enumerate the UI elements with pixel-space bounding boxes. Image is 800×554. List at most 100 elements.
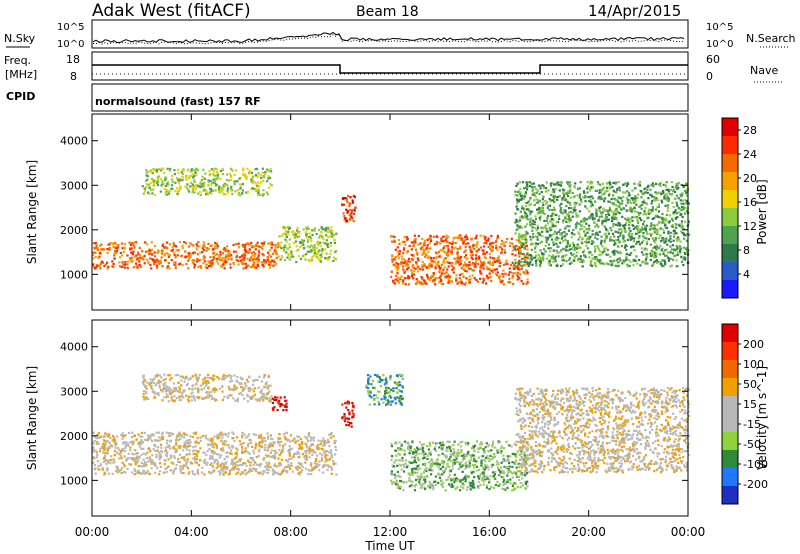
echo-cell <box>446 268 449 271</box>
echo-cell <box>256 181 260 184</box>
echo-cell <box>574 182 577 185</box>
echo-cell <box>201 397 204 400</box>
echo-cell <box>205 384 208 387</box>
echo-cell <box>687 233 691 236</box>
echo-cell <box>632 240 635 243</box>
echo-cell <box>249 461 252 464</box>
echo-cell <box>149 257 152 260</box>
echo-cell <box>510 271 513 274</box>
echo-cell <box>160 436 163 439</box>
echo-cell <box>317 439 320 442</box>
echo-cell <box>220 265 224 268</box>
echo-cell <box>205 193 208 196</box>
echo-cell <box>186 186 189 189</box>
echo-cell <box>310 240 313 243</box>
echo-cell <box>264 386 267 389</box>
echo-cell <box>525 230 528 233</box>
echo-cell <box>403 246 406 250</box>
echo-cell <box>397 267 400 270</box>
echo-cell <box>645 240 649 243</box>
echo-cell <box>430 239 433 242</box>
echo-cell <box>129 441 132 444</box>
echo-cell <box>257 191 260 194</box>
echo-cell <box>493 257 496 260</box>
echo-cell <box>640 218 643 222</box>
echo-cell <box>190 392 193 395</box>
echo-cell <box>242 167 245 170</box>
echo-cell <box>183 464 186 467</box>
echo-cell <box>305 232 308 236</box>
echo-cell <box>144 461 147 464</box>
echo-cell <box>136 264 139 267</box>
echo-cell <box>230 189 233 192</box>
echo-cell <box>252 383 255 386</box>
echo-cell <box>510 264 513 267</box>
echo-cell <box>490 244 493 247</box>
echo-cell <box>194 264 197 267</box>
echo-cell <box>114 441 117 444</box>
echo-cell <box>107 265 110 268</box>
echo-cell <box>254 443 257 446</box>
echo-cell <box>125 441 128 444</box>
echo-cell <box>491 262 494 266</box>
echo-cell <box>661 216 664 219</box>
echo-cell <box>111 260 114 263</box>
echo-cell <box>199 384 202 387</box>
echo-cell <box>523 254 526 257</box>
echo-cell <box>221 398 224 401</box>
echo-cell <box>286 233 289 236</box>
echo-cell <box>557 245 560 248</box>
echo-cell <box>526 186 529 189</box>
echo-cell <box>107 472 110 475</box>
echo-cell <box>250 178 253 181</box>
echo-cell <box>196 245 199 248</box>
echo-cell <box>536 227 540 230</box>
echo-cell <box>498 259 501 262</box>
echo-cell <box>669 251 672 254</box>
echo-cell <box>469 248 472 251</box>
echo-cell <box>95 244 98 247</box>
echo-cell <box>92 254 95 257</box>
echo-cell <box>255 266 258 269</box>
echo-cell <box>629 236 632 239</box>
echo-cell <box>351 217 354 220</box>
echo-cell <box>166 265 170 268</box>
echo-cell <box>176 178 179 181</box>
echo-cell <box>251 175 254 178</box>
echo-cell <box>343 218 346 221</box>
echo-cell <box>269 255 273 258</box>
echo-cell <box>257 188 260 191</box>
echo-cell <box>230 462 233 465</box>
echo-cell <box>271 259 274 262</box>
echo-cell <box>232 397 235 400</box>
echo-cell <box>245 175 248 178</box>
echo-cell <box>653 224 656 227</box>
echo-cell <box>179 468 182 471</box>
echo-cell <box>639 264 642 267</box>
echo-cell <box>236 464 239 467</box>
echo-cell <box>130 258 133 261</box>
echo-cell <box>287 254 290 257</box>
echo-cell <box>439 267 442 270</box>
echo-cell <box>264 382 267 385</box>
echo-cell <box>228 251 231 254</box>
echo-cell <box>313 466 316 469</box>
echo-cell <box>525 269 528 272</box>
echo-cell <box>520 198 523 201</box>
echo-cell <box>205 189 208 192</box>
echo-cell <box>211 244 214 247</box>
echo-cell <box>426 238 429 241</box>
echo-cell <box>633 200 636 203</box>
echo-cell <box>150 241 153 244</box>
echo-cell <box>615 239 618 242</box>
echo-cell <box>535 188 538 191</box>
echo-cell <box>168 267 171 270</box>
echo-cell <box>511 275 514 278</box>
echo-cell <box>538 216 541 219</box>
echo-cell <box>652 185 655 188</box>
echo-cell <box>134 241 137 244</box>
echo-cell <box>139 265 142 268</box>
echo-cell <box>656 192 659 195</box>
echo-cell <box>677 186 680 189</box>
echo-cell <box>233 386 236 389</box>
